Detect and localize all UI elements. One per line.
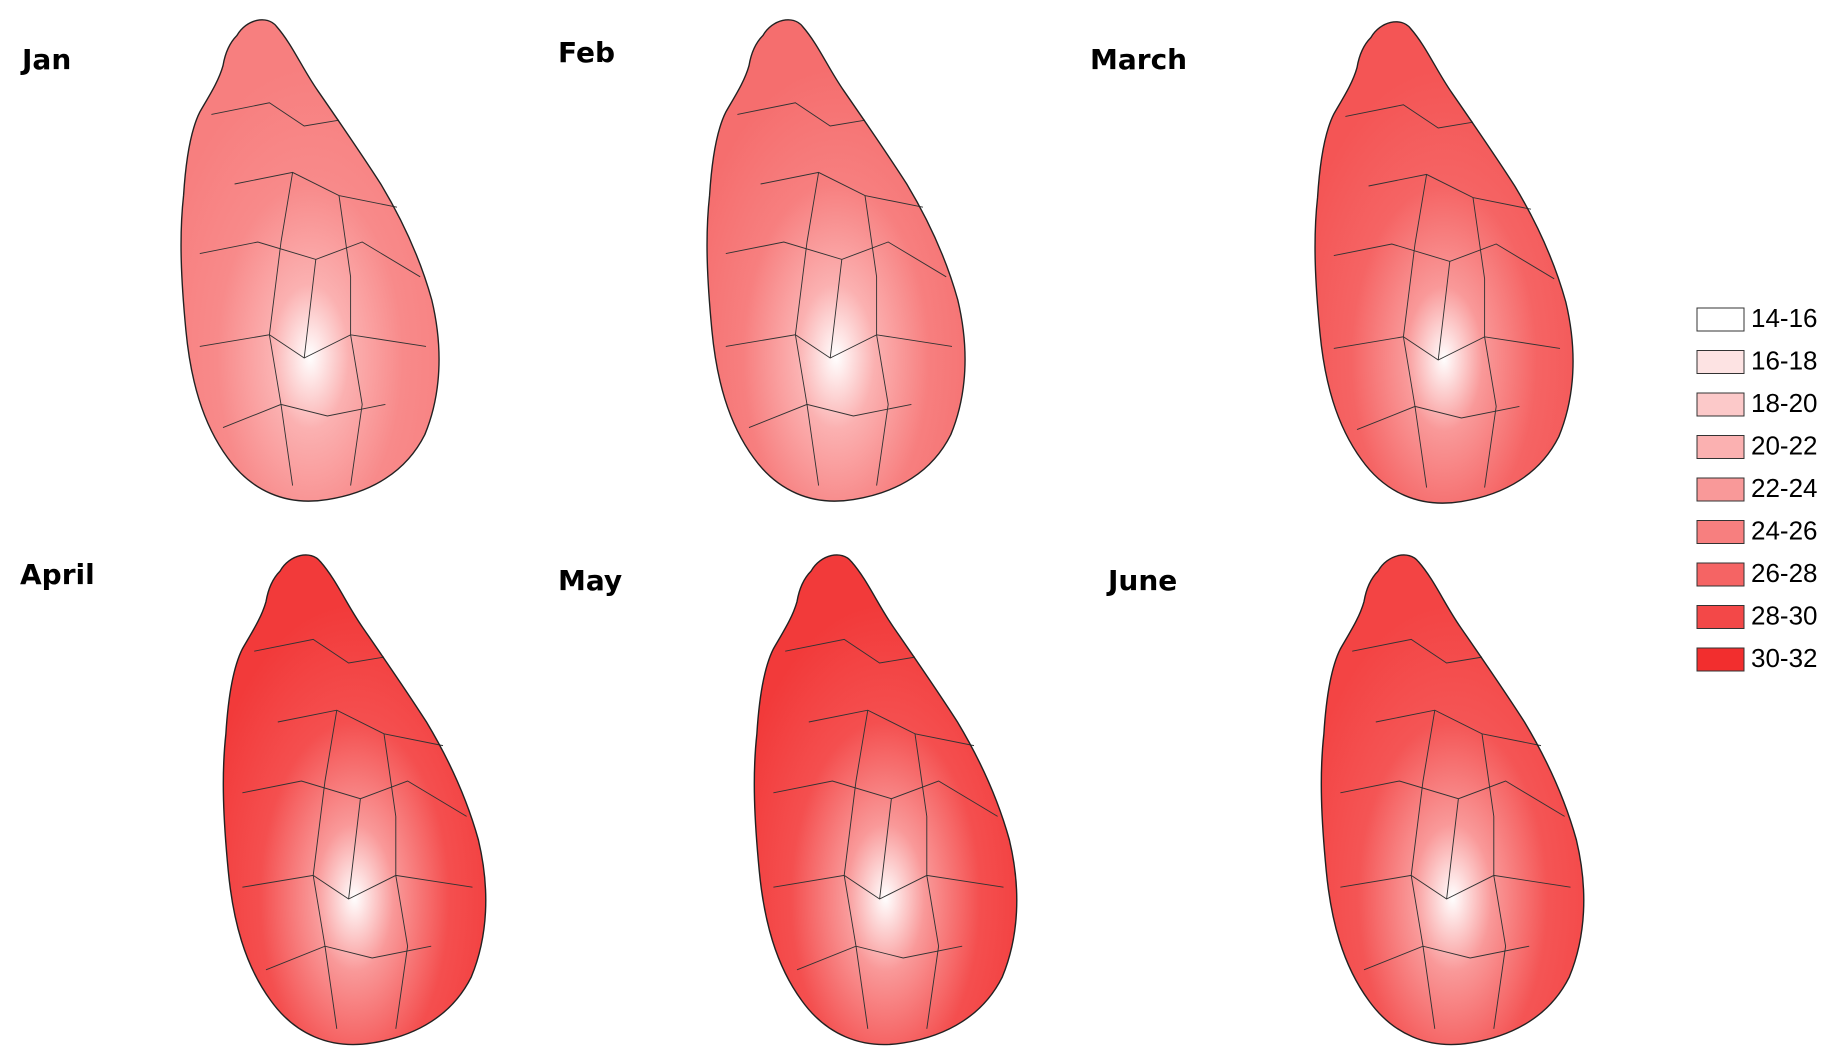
legend-swatch — [1696, 562, 1745, 587]
legend-label: 18-20 — [1751, 388, 1818, 418]
map — [706, 19, 966, 502]
legend-label: 14-16 — [1751, 303, 1818, 333]
map — [1320, 554, 1585, 1046]
legend-label: 28-30 — [1751, 600, 1818, 630]
legend-label: 26-28 — [1751, 558, 1818, 588]
panel-label: May — [558, 564, 622, 597]
panel-label: April — [20, 558, 95, 591]
panel-label: June — [1106, 564, 1177, 597]
legend-label: 22-24 — [1751, 473, 1818, 503]
legend-swatch — [1696, 520, 1745, 544]
panel-label: Feb — [558, 36, 615, 69]
panel-label: March — [1090, 43, 1187, 76]
legend-label: 24-26 — [1751, 515, 1818, 545]
legend-swatch — [1696, 647, 1745, 672]
legend-swatch — [1696, 307, 1745, 332]
island — [181, 19, 440, 502]
island — [707, 19, 966, 502]
legend-swatch — [1696, 392, 1745, 417]
legend-swatch — [1696, 350, 1745, 374]
island — [223, 554, 486, 1045]
legend-label: 16-18 — [1751, 345, 1818, 375]
legend-label: 30-32 — [1751, 643, 1818, 673]
map — [222, 554, 487, 1046]
map — [1314, 21, 1574, 504]
legend-swatch — [1696, 605, 1745, 629]
maps: Jan Feb March April May June — [20, 19, 1585, 1046]
map — [180, 19, 440, 502]
legend-swatch — [1696, 477, 1745, 502]
panel-label: Jan — [20, 43, 71, 76]
island — [1321, 554, 1584, 1045]
island — [754, 554, 1017, 1045]
legend: 14-16 16-18 18-20 20-22 22-24 24-26 26-28 28-30… — [1696, 303, 1818, 673]
legend-swatch — [1696, 435, 1745, 459]
map — [753, 554, 1018, 1046]
legend-label: 20-22 — [1751, 430, 1818, 460]
island — [1315, 21, 1574, 504]
